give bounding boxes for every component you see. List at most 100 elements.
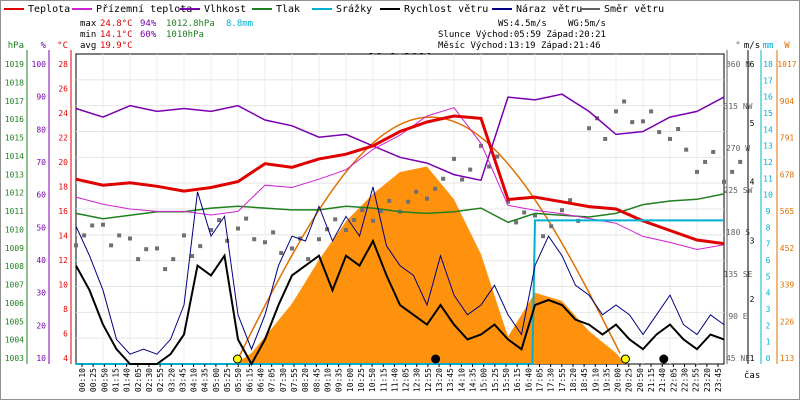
x-tick-label: 08:45 (312, 368, 321, 392)
x-tick-label: 16:15 (513, 368, 522, 392)
wind-direction-point (468, 167, 473, 172)
legend-label: Přízemní teplota (96, 3, 192, 15)
series-wind-speed (75, 238, 725, 367)
stat-min-temp: 14.1°C (100, 30, 133, 40)
temperature-axis-unit: °C (57, 41, 68, 51)
legend-label: Tlak (276, 4, 300, 15)
wind-direction-point (614, 109, 618, 114)
wind-direction-point (144, 247, 149, 252)
wind-direction-point (587, 126, 591, 131)
wind-direction-point (730, 169, 735, 174)
wind-direction-point (641, 119, 645, 124)
wind-direction-point (171, 257, 176, 262)
solar-axis-tick: 113 (780, 354, 795, 363)
stat-avg-temp: 19.9°C (100, 41, 133, 51)
temperature-axis-tick: 10 (58, 281, 68, 290)
wind-direction-point (560, 208, 564, 213)
temperature-axis-tick: 26 (58, 85, 68, 94)
rain-axis-tick: 16 (763, 93, 773, 102)
rain-axis-unit: mm (763, 41, 774, 51)
wind-direction-point (379, 208, 384, 213)
wind-direction-point (522, 210, 527, 215)
wind-direction-point (298, 236, 303, 241)
hpa-axis-tick: 1010 (5, 225, 24, 234)
x-tick-label: 12:55 (424, 368, 433, 392)
hpa-axis-tick: 1011 (5, 207, 24, 216)
rain-axis-tick: 13 (763, 142, 773, 151)
wind-direction-point (117, 233, 122, 238)
wind-direction-point (128, 236, 132, 241)
wind-direction-point (290, 246, 294, 251)
direction-axis-unit: ° (735, 41, 740, 51)
temperature-axis-tick: 8 (63, 305, 68, 314)
direction-axis-tick: 90 E (728, 312, 747, 321)
wind-direction-point (198, 244, 203, 249)
wind-direction-point (352, 218, 357, 223)
solar-axis-tick: 339 (780, 281, 795, 290)
stat-max-hum: 94% (140, 19, 157, 29)
solar-axis-tick: 791 (780, 134, 795, 143)
rain-axis-tick: 17 (763, 76, 773, 85)
temperature-axis-tick: 14 (58, 232, 68, 241)
stat-max-temp: 24.8°C (100, 19, 133, 29)
x-tick-label: 05:00 (212, 368, 221, 392)
hpa-axis-tick: 1016 (5, 115, 24, 124)
x-tick-label: 01:40 (123, 368, 132, 392)
x-tick-label: 07:30 (279, 368, 288, 392)
rain-axis-tick: 15 (763, 109, 773, 118)
humidity-axis-tick: 90 (36, 93, 46, 102)
wind-direction-point (90, 223, 95, 228)
x-tick-label: 22:05 (669, 368, 678, 392)
x-tick-label: 22:30 (681, 368, 690, 392)
wind-direction-point (495, 154, 500, 159)
x-tick-label: 20:25 (625, 368, 634, 392)
wind-direction-point (676, 127, 681, 132)
rain-axis-tick: 9 (766, 207, 771, 216)
rain-axis-tick: 2 (766, 321, 771, 330)
x-tick-label: 14:35 (469, 368, 478, 392)
hpa-axis-tick: 1007 (5, 281, 24, 290)
x-tick-label: 06:40 (257, 368, 266, 392)
x-tick-label: 21:40 (658, 368, 667, 392)
wind-direction-point (387, 198, 392, 203)
wind-direction-point (479, 143, 483, 148)
stat-max-press: 1012.8hPa (166, 19, 215, 29)
temperature-axis-tick: 6 (63, 330, 68, 339)
wind-direction-point (506, 199, 510, 204)
humidity-axis-tick: 80 (36, 125, 46, 134)
wind-direction-point (414, 189, 419, 194)
x-tick-label: 05:25 (223, 368, 232, 392)
wind-direction-point (622, 99, 627, 104)
x-tick-label: 16:40 (524, 368, 533, 392)
wind-direction-point (109, 243, 114, 248)
humidity-axis-tick: 60 (36, 191, 46, 200)
hpa-axis-tick: 1015 (5, 134, 24, 143)
wind-direction-point (325, 227, 330, 232)
wind-direction-point (668, 136, 672, 141)
wind-direction-point (695, 169, 699, 174)
rain-axis-tick: 3 (766, 305, 771, 314)
temperature-axis-tick: 28 (58, 60, 68, 69)
wind-direction-point (182, 233, 186, 238)
wind-direction-point (433, 186, 438, 191)
solar-axis-tick: 904 (780, 97, 795, 106)
wind-direction-point (101, 222, 105, 227)
sun-times: Slunce Východ:05:59 Západ:20:21 (438, 30, 606, 40)
x-tick-label: 12:05 (402, 368, 411, 392)
rain-axis-tick: 1 (766, 338, 771, 347)
x-tick-label: 04:35 (201, 368, 210, 392)
rain-axis-tick: 14 (763, 125, 773, 134)
wind-direction-point (136, 257, 141, 262)
wind-direction-point (568, 198, 573, 203)
rain-axis-tick: 18 (763, 60, 773, 69)
x-tick-label: 07:05 (268, 368, 277, 392)
legend-label: Teplota (28, 4, 70, 15)
rain-axis-tick: 0 (766, 354, 771, 363)
x-tick-label: 10:00 (346, 368, 355, 392)
humidity-axis-unit: % (41, 41, 47, 51)
wind-direction-point (317, 237, 321, 242)
temperature-axis-tick: 20 (58, 158, 68, 167)
x-tick-label: 21:15 (647, 368, 656, 392)
wind-direction-point (333, 217, 338, 222)
